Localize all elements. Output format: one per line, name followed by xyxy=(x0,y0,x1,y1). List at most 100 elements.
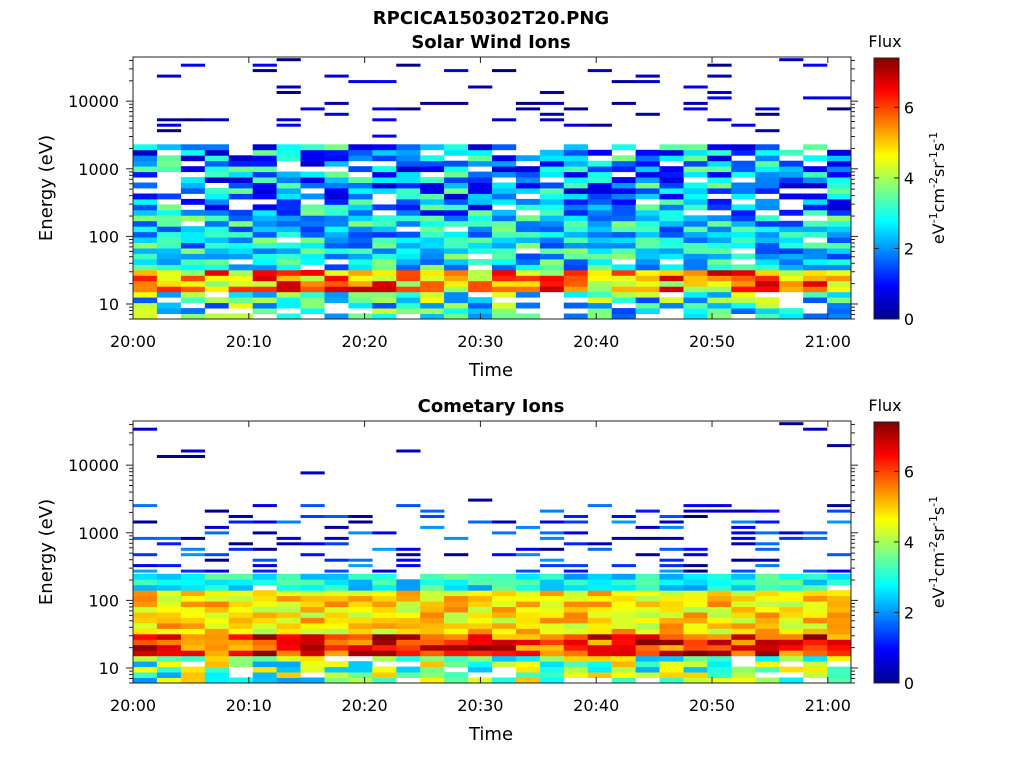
heatmap-cell xyxy=(204,149,229,156)
heatmap-cell xyxy=(611,231,636,238)
heatmap-cell xyxy=(683,85,708,89)
heatmap-cell xyxy=(468,275,493,282)
heatmap-cell xyxy=(755,155,780,162)
heatmap-cell xyxy=(276,242,301,249)
heatmap-cell xyxy=(300,171,325,178)
heatmap-cell xyxy=(635,237,660,243)
heatmap-cell xyxy=(396,171,421,178)
heatmap-cell xyxy=(252,166,277,173)
heatmap-cell xyxy=(707,171,732,178)
heatmap-cell xyxy=(156,226,182,233)
heatmap-cell xyxy=(252,579,277,586)
heatmap-cell xyxy=(204,177,229,183)
heatmap-cell xyxy=(827,297,852,304)
heatmap-cell xyxy=(156,269,182,276)
heatmap-cell xyxy=(372,259,397,265)
heatmap-cell xyxy=(707,226,732,233)
heatmap-cell xyxy=(228,160,253,167)
heatmap-cell xyxy=(659,520,684,524)
heatmap-cell xyxy=(731,628,756,635)
heatmap-cell xyxy=(492,302,517,309)
heatmap-cell xyxy=(635,650,660,657)
heatmap-cell xyxy=(252,558,277,562)
heatmap-cell xyxy=(468,520,493,524)
heatmap-cell xyxy=(348,677,373,684)
heatmap-cell xyxy=(324,515,349,518)
heatmap-cell xyxy=(156,633,182,640)
y-tick-label: 10000 xyxy=(68,92,119,111)
heatmap-cell xyxy=(492,264,517,271)
heatmap-cell xyxy=(444,617,469,624)
heatmap-cell xyxy=(539,633,565,640)
heatmap-cell xyxy=(372,253,397,260)
heatmap-cell xyxy=(133,623,158,629)
heatmap-cell xyxy=(779,166,804,173)
heatmap-cell xyxy=(611,633,636,640)
heatmap-cell xyxy=(515,188,541,194)
heatmap-cell xyxy=(420,177,445,183)
heatmap-cell xyxy=(180,573,206,580)
heatmap-cell xyxy=(204,302,229,309)
heatmap-cell xyxy=(156,123,182,127)
heatmap-cell xyxy=(372,313,397,320)
heatmap-cell xyxy=(468,215,493,222)
heatmap-cell xyxy=(300,237,325,243)
heatmap-cell xyxy=(635,188,660,194)
heatmap-cell xyxy=(348,144,373,151)
heatmap-cell xyxy=(539,155,565,162)
heatmap-cell xyxy=(803,259,828,265)
heatmap-cell xyxy=(420,160,445,167)
heatmap-cell xyxy=(803,644,828,651)
heatmap-cell xyxy=(539,520,565,524)
heatmap-cell xyxy=(492,291,517,298)
heatmap-cell xyxy=(563,573,588,580)
heatmap-cell xyxy=(468,144,493,151)
heatmap-cell xyxy=(468,633,493,640)
heatmap-cell xyxy=(731,166,756,173)
heatmap-cell xyxy=(515,655,541,662)
heatmap-cell xyxy=(396,302,421,309)
heatmap-cell xyxy=(420,590,445,597)
heatmap-cell xyxy=(539,280,565,287)
heatmap-cell xyxy=(468,661,493,668)
heatmap-cell xyxy=(515,525,541,529)
heatmap-cell xyxy=(755,269,780,276)
heatmap-cell xyxy=(228,606,253,613)
heatmap-cell xyxy=(635,536,660,540)
x-axis-label: Time xyxy=(468,360,513,381)
heatmap-cell xyxy=(133,226,158,233)
heatmap-cell xyxy=(827,650,852,657)
heatmap-cell xyxy=(563,628,588,635)
x-tick-label: 20:50 xyxy=(689,696,735,715)
heatmap-cell xyxy=(228,171,253,178)
heatmap-cell xyxy=(324,226,349,233)
heatmap-cell xyxy=(276,209,301,216)
heatmap-cell xyxy=(803,590,828,597)
heatmap-cell xyxy=(300,302,325,309)
heatmap-cell xyxy=(587,237,612,243)
heatmap-cell xyxy=(300,253,325,260)
heatmap-cell xyxy=(468,650,493,657)
heatmap-cell xyxy=(755,520,780,524)
heatmap-cell xyxy=(707,182,732,189)
heatmap-cell xyxy=(707,231,732,238)
heatmap-cell xyxy=(492,573,517,580)
heatmap-cell xyxy=(444,623,469,629)
heatmap-cell xyxy=(276,633,301,640)
heatmap-cell xyxy=(204,650,229,657)
heatmap-cell xyxy=(133,655,158,662)
heatmap-cell xyxy=(827,226,852,233)
heatmap-cell xyxy=(420,215,445,222)
heatmap-cell xyxy=(563,579,588,586)
heatmap-cell xyxy=(204,677,229,684)
heatmap-cell xyxy=(731,590,756,597)
heatmap-cell xyxy=(707,650,732,657)
heatmap-cell xyxy=(252,601,277,607)
heatmap-cell xyxy=(300,639,325,646)
heatmap-cell xyxy=(563,520,588,524)
heatmap-cell xyxy=(635,231,660,238)
heatmap-cell xyxy=(563,123,588,127)
heatmap-cell xyxy=(659,623,684,629)
heatmap-cell xyxy=(276,672,301,678)
heatmap-cell xyxy=(539,617,565,624)
